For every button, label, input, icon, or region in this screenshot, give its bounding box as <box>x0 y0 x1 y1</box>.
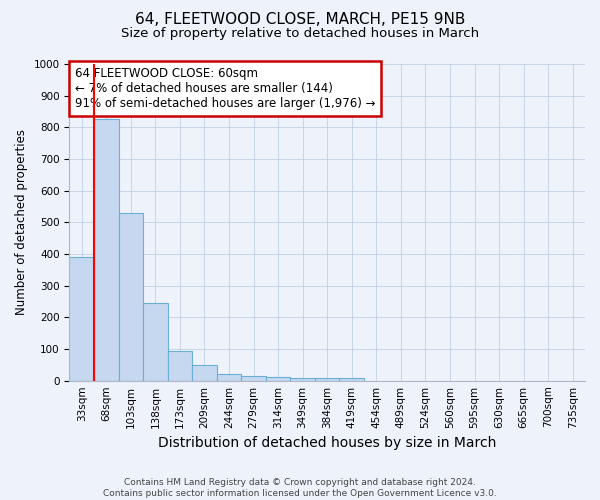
Bar <box>70 257 94 380</box>
Bar <box>192 365 217 380</box>
Bar <box>315 378 340 380</box>
Bar <box>290 378 315 380</box>
Bar <box>266 376 290 380</box>
Bar <box>119 213 143 380</box>
Text: 64 FLEETWOOD CLOSE: 60sqm
← 7% of detached houses are smaller (144)
91% of semi-: 64 FLEETWOOD CLOSE: 60sqm ← 7% of detach… <box>74 67 375 110</box>
Text: Contains HM Land Registry data © Crown copyright and database right 2024.
Contai: Contains HM Land Registry data © Crown c… <box>103 478 497 498</box>
Text: Size of property relative to detached houses in March: Size of property relative to detached ho… <box>121 28 479 40</box>
Bar <box>143 303 167 380</box>
Bar <box>217 374 241 380</box>
Bar <box>241 376 266 380</box>
Text: 64, FLEETWOOD CLOSE, MARCH, PE15 9NB: 64, FLEETWOOD CLOSE, MARCH, PE15 9NB <box>135 12 465 28</box>
Bar <box>94 120 119 380</box>
Bar <box>167 350 192 380</box>
Y-axis label: Number of detached properties: Number of detached properties <box>15 130 28 316</box>
Bar <box>340 378 364 380</box>
X-axis label: Distribution of detached houses by size in March: Distribution of detached houses by size … <box>158 436 496 450</box>
